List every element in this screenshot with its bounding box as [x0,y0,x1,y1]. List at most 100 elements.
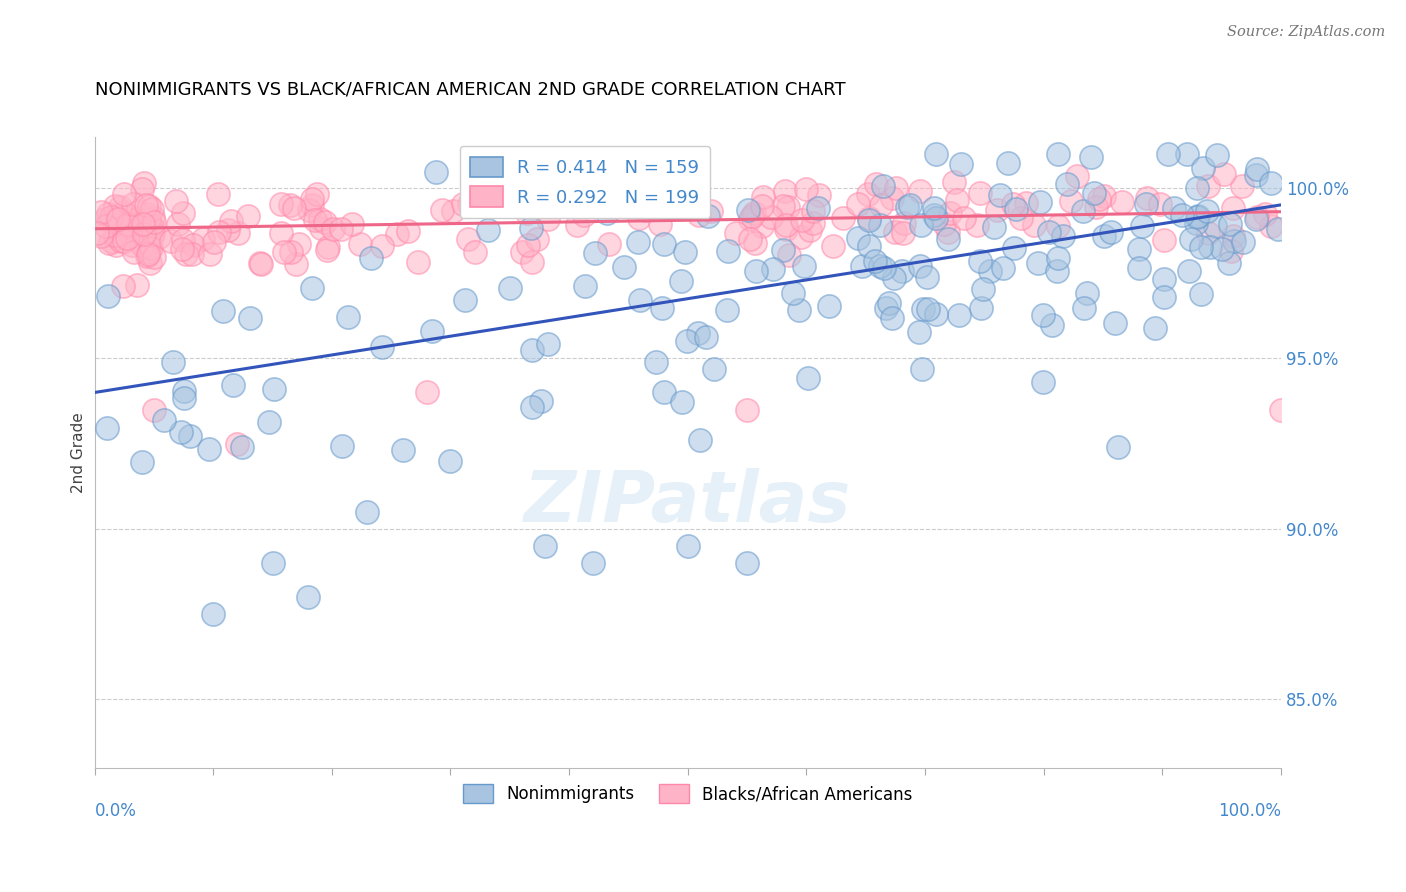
Point [884,225,907,239]
Point [983,219,1005,234]
Point [1260,176,1282,190]
Point [330,439,353,453]
Point [598,237,620,252]
Point [121,228,143,243]
Point [716,244,738,258]
Point [1246,210,1268,224]
Point [1218,256,1240,270]
Point [1047,219,1070,234]
Point [1001,197,1024,211]
Point [759,211,782,225]
Point [858,211,880,226]
Point [1185,210,1208,224]
Point [131,238,153,252]
Point [738,211,761,226]
Point [226,436,249,450]
Point [1185,181,1208,195]
Point [100,234,122,248]
Point [510,245,533,260]
Point [314,215,336,229]
Point [208,225,231,239]
Point [762,262,785,277]
Point [526,232,548,246]
Point [1143,320,1166,334]
Point [1180,232,1202,246]
Point [340,217,363,231]
Point [945,193,967,207]
Point [117,218,139,232]
Point [104,199,127,213]
Point [1084,201,1107,215]
Point [1107,440,1129,454]
Point [1029,195,1052,210]
Point [924,208,946,222]
Point [115,223,138,237]
Point [806,201,828,215]
Point [406,255,429,269]
Point [416,385,439,400]
Point [1222,201,1244,215]
Point [86,227,108,241]
Point [1052,229,1074,244]
Point [1197,226,1219,240]
Point [1094,229,1116,244]
Point [1002,241,1025,255]
Point [108,200,131,214]
Point [238,310,260,325]
Point [170,425,193,440]
Point [121,237,143,252]
Point [1056,178,1078,192]
Point [790,230,813,244]
Point [143,215,166,229]
Point [744,236,766,251]
Point [141,229,163,244]
Point [799,222,821,236]
Point [1073,301,1095,315]
Point [1046,263,1069,277]
Point [1270,402,1292,417]
Point [278,198,301,212]
Point [695,330,717,344]
Point [132,218,155,232]
Point [112,279,135,293]
Point [226,227,249,241]
Point [142,250,165,264]
Point [441,204,464,219]
Point [1130,219,1153,233]
Text: ZIPatlas: ZIPatlas [524,468,852,537]
Point [167,218,190,232]
Text: NONIMMIGRANTS VS BLACK/AFRICAN AMERICAN 2ND GRADE CORRELATION CHART: NONIMMIGRANTS VS BLACK/AFRICAN AMERICAN … [94,81,845,99]
Point [179,429,201,443]
Point [529,394,551,409]
Point [966,219,988,233]
Point [125,212,148,227]
Point [969,301,991,315]
Point [808,188,831,202]
Point [134,177,156,191]
Point [219,214,242,228]
Point [741,210,763,224]
Point [932,217,955,231]
Point [990,188,1012,202]
Point [97,236,120,251]
Point [115,231,138,245]
Point [464,245,486,260]
Point [627,235,650,249]
Point [176,247,198,261]
Point [1111,195,1133,210]
Point [1136,191,1159,205]
Point [910,218,932,232]
Point [628,293,651,307]
Point [1195,204,1218,219]
Point [950,157,973,171]
Point [1153,234,1175,248]
Point [349,237,371,252]
Point [387,227,409,242]
Point [236,210,259,224]
Point [309,212,332,227]
Point [122,197,145,211]
Point [97,289,120,303]
Point [915,270,938,285]
Point [301,198,323,212]
Text: Source: ZipAtlas.com: Source: ZipAtlas.com [1226,25,1385,39]
